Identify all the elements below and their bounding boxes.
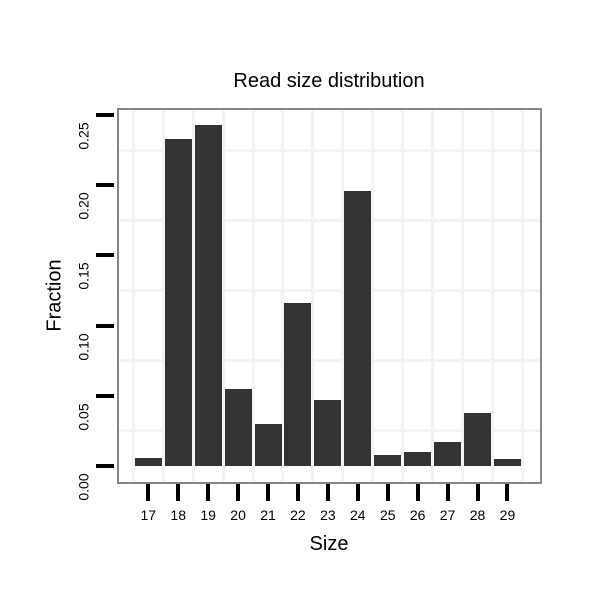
minor-gridline-vertical: [490, 110, 494, 482]
y-tick-mark: [96, 393, 114, 398]
x-tick-mark: [325, 484, 330, 501]
bar-size-23: [314, 400, 342, 466]
minor-gridline-vertical: [371, 110, 375, 482]
x-tick-label: 18: [170, 507, 186, 523]
x-tick-mark: [505, 484, 510, 501]
y-tick-label-wrap: 0.05: [64, 394, 104, 440]
x-tick-label: 28: [469, 507, 486, 523]
x-tick-mark: [266, 484, 271, 501]
y-tick-label-wrap: 0.10: [64, 324, 104, 370]
y-tick-label-wrap: 0.25: [64, 113, 104, 159]
y-tick-mark: [96, 253, 114, 258]
y-tick-mark: [96, 113, 114, 117]
minor-gridline-vertical: [431, 110, 435, 482]
bar-size-28: [464, 412, 492, 466]
x-tick-mark: [295, 484, 300, 501]
x-tick-mark: [445, 484, 450, 501]
bar-size-29: [493, 458, 521, 466]
x-tick-mark: [385, 484, 390, 501]
chart-title: Read size distribution: [233, 70, 425, 92]
minor-gridline-vertical: [191, 110, 195, 482]
x-tick-mark: [236, 484, 241, 501]
x-tick-label: 25: [379, 507, 396, 523]
minor-gridline-vertical: [341, 110, 345, 482]
y-tick-label-wrap: 0.20: [64, 183, 104, 229]
y-tick-label: 0.20: [76, 192, 92, 220]
x-axis-title: Size: [309, 533, 349, 555]
minor-gridline-horizontal: [119, 148, 540, 152]
x-tick-label: 27: [439, 507, 456, 523]
y-tick-mark: [96, 323, 114, 328]
x-tick-label: 20: [230, 507, 246, 523]
x-tick-label: 23: [320, 507, 336, 523]
y-tick-label-wrap: 0.00: [64, 464, 104, 510]
bar-size-22: [284, 303, 312, 466]
y-tick-label: 0.15: [76, 262, 92, 291]
minor-gridline-vertical: [251, 110, 255, 482]
y-tick-label: 0.25: [76, 122, 92, 150]
bar-size-18: [164, 138, 192, 466]
x-tick-label: 17: [140, 507, 157, 523]
plot-panel: [117, 108, 542, 484]
minor-gridline-vertical: [131, 110, 135, 482]
bar-size-21: [254, 423, 282, 466]
x-tick-mark: [355, 484, 360, 501]
minor-gridline-horizontal: [119, 218, 540, 222]
bar-size-17: [134, 457, 162, 466]
minor-gridline-vertical: [221, 110, 225, 482]
y-tick-mark: [96, 183, 114, 188]
bar-size-26: [404, 451, 432, 466]
y-tick-label: 0.00: [76, 473, 92, 501]
y-tick-label: 0.10: [76, 332, 92, 361]
minor-gridline-vertical: [281, 110, 285, 482]
x-tick-mark: [415, 484, 420, 501]
bar-size-27: [434, 442, 462, 466]
x-tick-mark: [146, 484, 151, 501]
minor-gridline-vertical: [161, 110, 165, 482]
bar-size-19: [194, 124, 222, 466]
x-tick-label: 21: [260, 507, 276, 523]
x-tick-label: 26: [409, 507, 426, 523]
minor-gridline-vertical: [461, 110, 465, 482]
bar-size-25: [374, 454, 402, 466]
minor-gridline-vertical: [401, 110, 405, 482]
y-tick-label: 0.05: [76, 403, 92, 431]
minor-gridline-horizontal: [119, 289, 540, 292]
bar-size-24: [344, 190, 372, 466]
x-tick-label: 22: [290, 507, 306, 523]
x-tick-mark: [206, 484, 211, 501]
minor-gridline-vertical: [520, 110, 524, 482]
y-tick-label-wrap: 0.15: [64, 253, 104, 299]
x-tick-label: 24: [350, 507, 366, 523]
x-tick-label: 29: [499, 507, 516, 523]
minor-gridline-horizontal: [119, 359, 540, 363]
y-tick-mark: [96, 464, 114, 468]
x-tick-label: 19: [200, 507, 216, 523]
minor-gridline-vertical: [311, 110, 315, 482]
x-tick-mark: [176, 484, 181, 501]
x-tick-mark: [475, 484, 480, 501]
bar-size-20: [224, 388, 252, 466]
